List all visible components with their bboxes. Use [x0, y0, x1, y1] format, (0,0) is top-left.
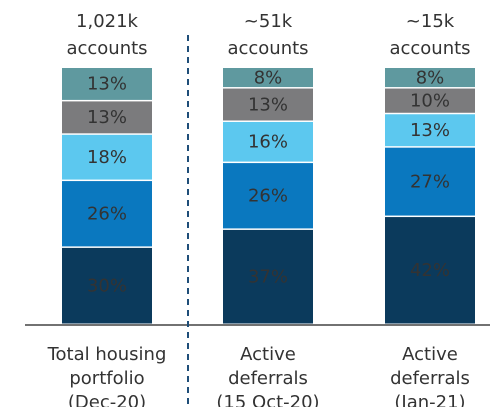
value-label: 30%: [87, 275, 127, 296]
value-label: 42%: [410, 260, 450, 281]
account-label: accounts: [389, 38, 470, 59]
bar-segment: [223, 229, 313, 324]
bar-segment: [385, 88, 475, 113]
account-label: accounts: [227, 38, 308, 59]
category-label: deferrals: [228, 368, 308, 389]
bar-segment: [62, 247, 152, 324]
category-label: Active: [240, 344, 296, 365]
category-label: Active: [402, 344, 458, 365]
value-label: 37%: [248, 266, 288, 287]
category-label: portfolio: [69, 368, 144, 389]
category-label: deferrals: [390, 368, 470, 389]
account-label: accounts: [66, 38, 147, 59]
value-label: 18%: [87, 147, 127, 168]
bar-segment: [385, 217, 475, 324]
category-label: (Jan-21): [394, 392, 465, 407]
bar-segment: [223, 88, 313, 121]
value-label: 26%: [248, 186, 288, 207]
value-label: 13%: [87, 107, 127, 128]
category-label: (Dec-20): [68, 392, 146, 407]
bar-segment: [385, 68, 475, 88]
bar-segment: [223, 68, 313, 88]
category-label: Total housing: [47, 344, 167, 365]
bar-segment: [62, 101, 152, 134]
value-label: 8%: [416, 67, 445, 88]
bar-segment: [385, 147, 475, 216]
account-label: 1,021k: [76, 11, 139, 32]
value-label: 10%: [410, 90, 450, 111]
value-label: 13%: [87, 74, 127, 95]
category-label: (15 Oct-20): [216, 392, 319, 407]
bar-segment: [223, 121, 313, 162]
value-label: 16%: [248, 132, 288, 153]
account-label: ~15k: [406, 11, 455, 32]
bar-segment: [62, 181, 152, 247]
bar-segment: [223, 163, 313, 229]
bar-segment: [62, 134, 152, 180]
value-label: 13%: [248, 94, 288, 115]
value-label: 8%: [254, 67, 283, 88]
bar-segment: [62, 68, 152, 100]
bar-segment: [385, 114, 475, 147]
value-label: 26%: [87, 203, 127, 224]
account-label: ~51k: [244, 11, 293, 32]
value-label: 27%: [410, 171, 450, 192]
value-label: 13%: [410, 120, 450, 141]
